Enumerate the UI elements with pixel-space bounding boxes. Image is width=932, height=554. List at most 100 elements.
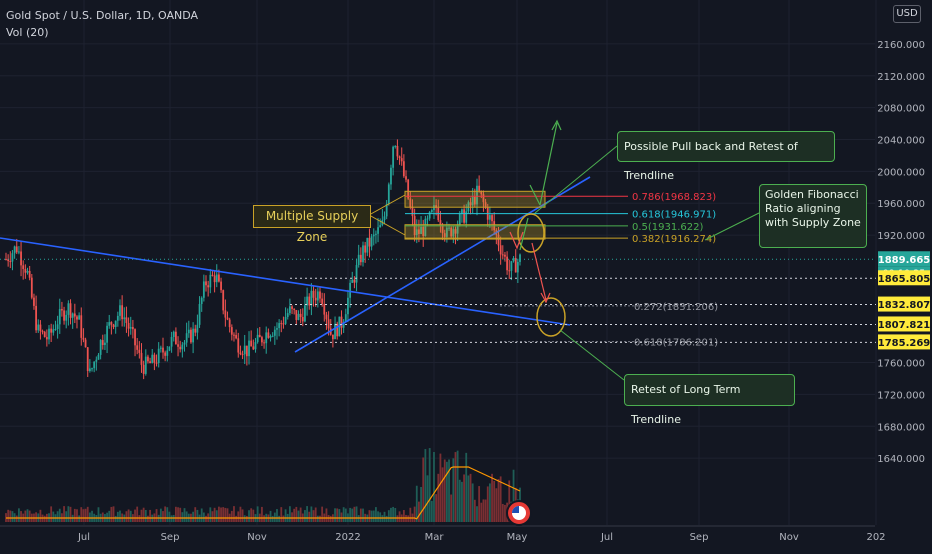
pullback-note[interactable]: Possible Pull back and Retest of Trendli… <box>617 131 835 182</box>
volume-bars <box>5 448 521 522</box>
candle-body <box>308 296 311 306</box>
volume-bar <box>504 504 506 522</box>
supply-zone-note[interactable]: Multiple Supply Zone <box>253 205 371 244</box>
candle-body <box>162 347 164 353</box>
volume-bar <box>304 510 306 522</box>
candle-body <box>291 306 293 309</box>
candle-body <box>20 251 22 266</box>
volume-bar <box>278 515 281 522</box>
candle-body <box>65 314 68 321</box>
candle-body <box>478 185 481 191</box>
candle-body <box>61 309 63 311</box>
candle-body <box>211 274 214 276</box>
long-term-trendline <box>0 237 571 326</box>
golden-fibonacci-note[interactable]: Golden Fibonacci Ratio aligning with Sup… <box>759 184 867 248</box>
candle-body <box>499 245 502 255</box>
candle-body <box>125 317 128 324</box>
candle-body <box>63 310 65 321</box>
currency-button[interactable]: USD <box>893 5 921 23</box>
volume-bar <box>116 511 119 522</box>
volume-bar <box>271 515 274 522</box>
candle-body <box>385 204 388 217</box>
candle-body <box>202 281 205 298</box>
candle-body <box>497 234 500 246</box>
candle-body <box>24 268 27 273</box>
candle-body <box>519 254 521 262</box>
candle-body <box>237 338 240 353</box>
volume-bar <box>88 512 91 522</box>
volume-bar <box>78 515 81 522</box>
candle-body <box>140 352 143 365</box>
supply-zone <box>404 224 546 240</box>
volume-bar <box>480 502 483 522</box>
volume-bar <box>379 512 382 522</box>
fib-level-label: 0.618(1946.971) <box>632 210 716 221</box>
volume-bar <box>114 515 117 522</box>
candle-body <box>480 190 483 195</box>
volume-bar <box>181 512 184 522</box>
supply-zone <box>404 190 546 208</box>
volume-bar <box>58 508 61 522</box>
candle-body <box>366 237 369 253</box>
volume-bar <box>402 510 405 522</box>
candle-body <box>248 340 250 357</box>
volume-bar <box>422 457 425 522</box>
candle-body <box>265 332 268 344</box>
volume-bar <box>52 511 55 522</box>
candle-body <box>514 258 517 273</box>
volume-bar <box>250 508 253 522</box>
candle-body <box>312 290 315 298</box>
candle-body <box>48 328 50 340</box>
candle-body <box>424 218 427 237</box>
candle-body <box>91 368 93 370</box>
volume-bar <box>484 499 487 522</box>
candle-body <box>43 331 46 338</box>
price-tag-bg <box>878 296 930 312</box>
candle-body <box>278 323 281 329</box>
volume-bar <box>308 511 311 522</box>
down-arrow <box>531 242 547 301</box>
volume-bar <box>370 510 373 522</box>
candle-body <box>181 344 184 350</box>
arrow-head <box>509 231 524 250</box>
candle-body <box>179 346 182 350</box>
volume-bar <box>110 506 113 522</box>
volume-bar <box>159 508 162 522</box>
y-axis[interactable]: 2160.000 2120.000 2080.000 2040.000 2000.000… <box>877 40 930 465</box>
volume-indicator-label[interactable]: Vol (20) <box>6 26 49 39</box>
volume-bar <box>213 507 216 522</box>
candle-body <box>418 229 420 235</box>
candle-body <box>190 329 192 343</box>
candle-body <box>491 215 493 222</box>
candle-body <box>97 354 100 360</box>
candle-body <box>213 275 216 283</box>
candle-body <box>127 323 130 329</box>
candle-body <box>172 331 175 337</box>
volume-bar <box>200 508 203 522</box>
us-flag-event-icon[interactable] <box>506 500 532 526</box>
candle-body <box>226 317 229 320</box>
volume-bar <box>409 507 412 522</box>
volume-bar <box>26 509 29 522</box>
candle-body <box>301 317 304 322</box>
candle-body <box>22 265 25 269</box>
x-axis[interactable]: Jul Sep Nov 2022 Mar May Jul Sep Nov 202 <box>77 532 886 543</box>
volume-bar <box>18 508 20 522</box>
retest-trendline-note[interactable]: Retest of Long Term Trendline <box>624 374 795 426</box>
candle-body <box>430 210 433 213</box>
volume-bar <box>15 515 18 522</box>
volume-bar <box>194 507 197 522</box>
volume-bar <box>508 480 511 522</box>
volume-bar <box>215 510 218 522</box>
candle-body <box>26 270 29 273</box>
volume-bar <box>183 508 186 522</box>
volume-bar <box>202 512 205 522</box>
candle-body <box>342 321 345 328</box>
candle-body <box>185 333 188 343</box>
volume-bar <box>209 507 212 522</box>
volume-bar <box>144 509 147 522</box>
overlays: 0.786(1968.823) 0.618(1946.971)0.5(1931.6… <box>0 119 876 381</box>
down-arrow-head <box>540 292 551 304</box>
